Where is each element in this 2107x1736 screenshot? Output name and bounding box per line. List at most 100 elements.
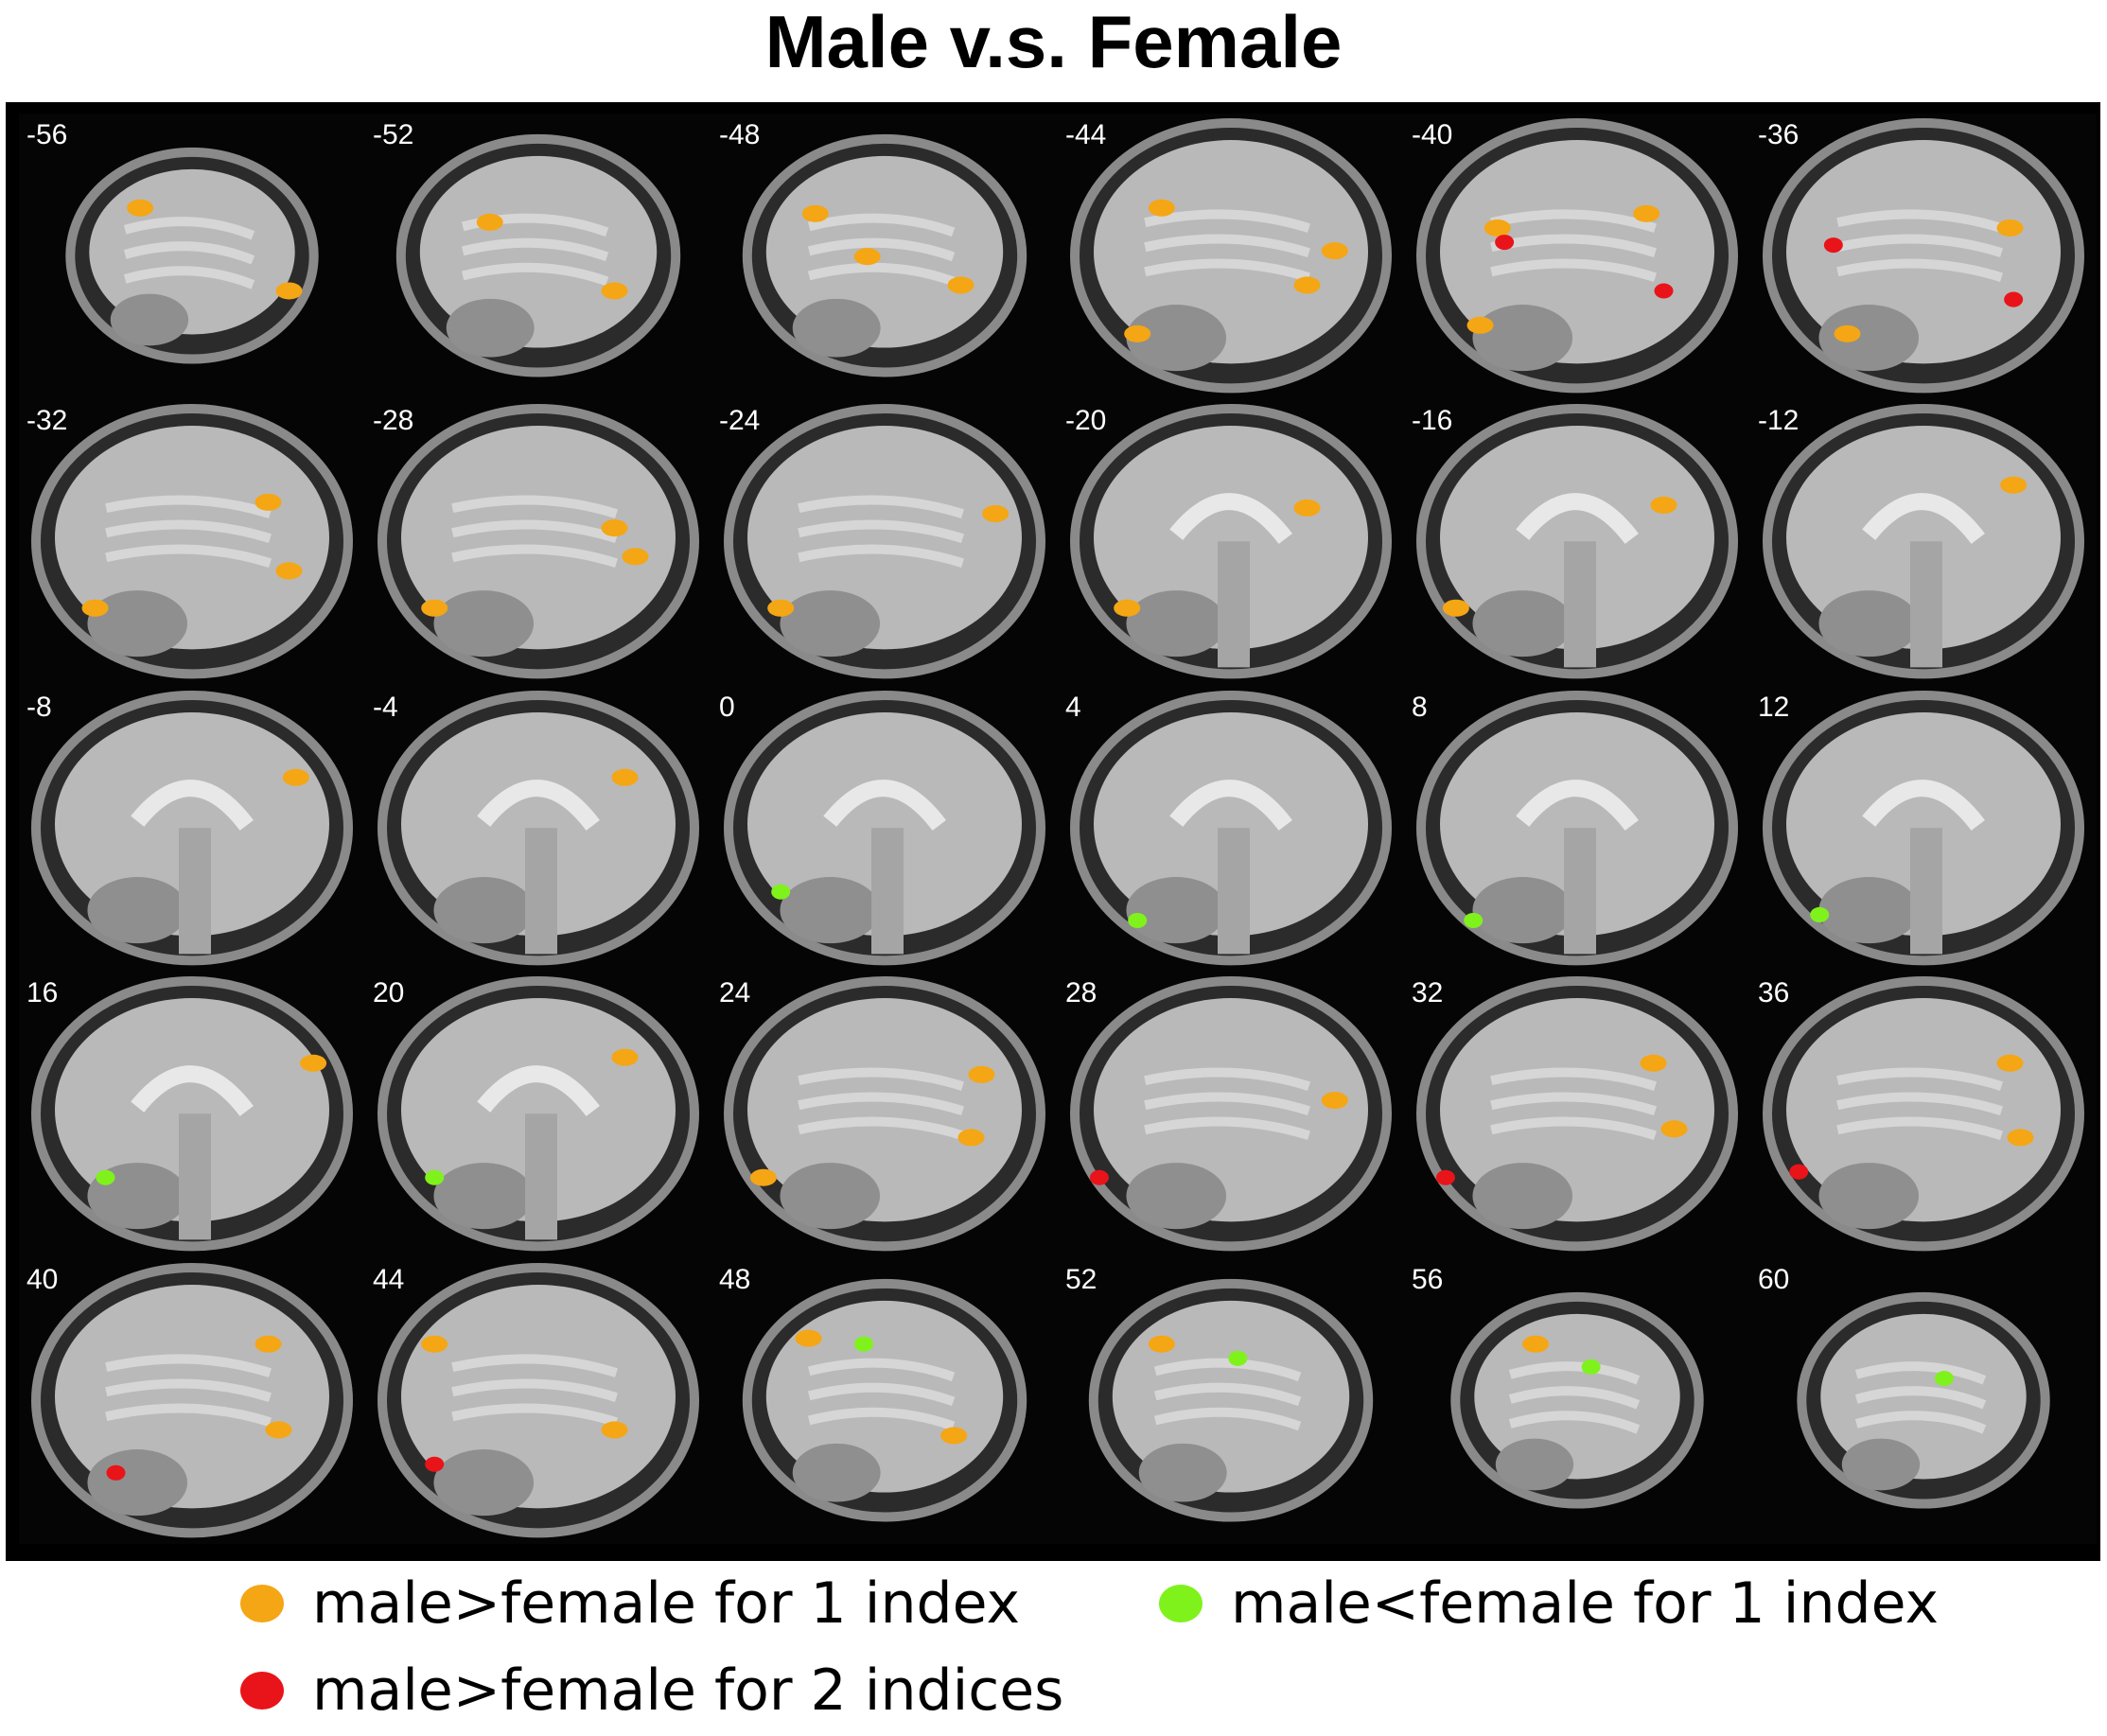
gyrus-fold bbox=[451, 1354, 619, 1377]
gyrus-fold bbox=[105, 544, 272, 569]
figure-title: Male v.s. Female bbox=[764, 0, 1343, 83]
brain-slice: -40 bbox=[1404, 114, 1750, 400]
slice-coordinate-label: 16 bbox=[26, 977, 59, 1009]
activation-blob-orange bbox=[601, 519, 628, 537]
slice-coordinate-label: 60 bbox=[1758, 1263, 1790, 1295]
cerebellum bbox=[433, 1163, 535, 1230]
gyrus-fold bbox=[451, 1403, 619, 1427]
activation-blob-orange bbox=[275, 282, 303, 300]
brain-slice: 28 bbox=[1058, 972, 1404, 1258]
gyrus-fold bbox=[123, 217, 255, 240]
slice-coordinate-label: -20 bbox=[1065, 405, 1107, 437]
activation-blob-orange bbox=[1834, 324, 1861, 342]
gyrus-fold bbox=[105, 1354, 272, 1377]
cerebellum bbox=[87, 590, 188, 658]
legend-item-male-gt-female-2: male>female for 2 indices bbox=[240, 1657, 1063, 1724]
brain-slice: 12 bbox=[1750, 685, 2097, 973]
corpus-callosum bbox=[823, 780, 946, 831]
brainstem bbox=[1564, 541, 1596, 668]
cerebellum bbox=[87, 876, 188, 943]
brain-slice-image bbox=[1416, 976, 1738, 1252]
gyrus-fold bbox=[1854, 1360, 1987, 1385]
slice-coordinate-label: -56 bbox=[26, 119, 68, 150]
gyrus-fold bbox=[451, 544, 619, 569]
cerebellum bbox=[110, 293, 189, 346]
gyrus-fold bbox=[798, 519, 965, 544]
brainstem bbox=[179, 827, 211, 955]
brain-slice: -52 bbox=[365, 114, 711, 400]
activation-blob-orange bbox=[2000, 477, 2028, 495]
brain-slice-image bbox=[1416, 690, 1738, 966]
slice-coordinate-label: -32 bbox=[26, 405, 68, 437]
brain-slice: -16 bbox=[1404, 399, 1750, 686]
corpus-callosum bbox=[131, 780, 254, 831]
brain-slice-image bbox=[395, 133, 681, 377]
gyrus-fold bbox=[798, 1092, 965, 1116]
brain-slice: 52 bbox=[1058, 1257, 1404, 1544]
gyrus-fold bbox=[451, 495, 619, 519]
gyrus-fold bbox=[1153, 1358, 1302, 1381]
corpus-callosum bbox=[1862, 493, 1985, 545]
activation-blob-green bbox=[854, 1336, 874, 1352]
corpus-callosum bbox=[1516, 780, 1639, 831]
brain-slice: -36 bbox=[1750, 114, 2097, 400]
brainstem bbox=[1910, 541, 1942, 668]
brainstem bbox=[1910, 827, 1942, 955]
activation-blob-orange bbox=[265, 1421, 292, 1439]
activation-blob-orange bbox=[611, 768, 639, 786]
activation-blob-orange bbox=[1522, 1335, 1550, 1353]
gyrus-fold bbox=[105, 1403, 272, 1427]
activation-blob-red bbox=[1089, 1169, 1109, 1185]
gyrus-fold bbox=[1854, 1410, 1987, 1434]
slice-grid: -56 -52 -48 -44 -40 -36 -32 -28 -24 -20 -16 -12 -8 -4… bbox=[19, 114, 2097, 1544]
activation-blob-red bbox=[1823, 237, 1843, 254]
brainstem bbox=[1218, 827, 1250, 955]
gyrus-fold bbox=[1490, 1092, 1658, 1116]
brain-slice: -4 bbox=[365, 685, 711, 973]
slice-coordinate-label: 32 bbox=[1412, 977, 1444, 1009]
brain-slice: 24 bbox=[711, 972, 1058, 1258]
cerebellum bbox=[1472, 1163, 1573, 1230]
activation-blob-orange bbox=[601, 1421, 628, 1439]
activation-blob-orange bbox=[1633, 204, 1660, 222]
activation-blob-orange bbox=[1124, 324, 1151, 342]
brain-slice: -28 bbox=[365, 399, 711, 686]
activation-blob-orange bbox=[1466, 316, 1494, 334]
activation-blob-orange bbox=[801, 204, 829, 222]
slice-coordinate-label: 4 bbox=[1065, 691, 1081, 723]
brain-slice-image bbox=[724, 404, 1045, 679]
activation-blob-orange bbox=[127, 199, 154, 217]
brain-slice-image bbox=[378, 976, 699, 1252]
activation-blob-orange bbox=[622, 548, 649, 566]
cerebellum bbox=[792, 298, 881, 358]
brainstem bbox=[525, 1113, 557, 1240]
cerebellum bbox=[780, 590, 881, 658]
gyrus-fold bbox=[1854, 1385, 1987, 1410]
gyrus-fold bbox=[1144, 1116, 1311, 1141]
activation-blob-orange bbox=[1650, 497, 1677, 515]
legend-dot-green bbox=[1159, 1585, 1203, 1622]
brain-slice-image bbox=[31, 404, 353, 679]
cerebellum bbox=[780, 1163, 881, 1230]
gyrus-fold bbox=[798, 544, 965, 569]
slice-coordinate-label: 28 bbox=[1065, 977, 1097, 1009]
cerebellum bbox=[1818, 305, 1920, 372]
brain-slice: 0 bbox=[711, 685, 1058, 973]
activation-blob-red bbox=[1435, 1169, 1455, 1185]
slice-coordinate-label: 52 bbox=[1065, 1263, 1097, 1295]
slice-coordinate-label: -44 bbox=[1065, 119, 1107, 150]
cerebellum bbox=[446, 298, 535, 358]
cerebellum bbox=[1818, 1163, 1920, 1230]
brain-slice: 4 bbox=[1058, 685, 1404, 973]
brain-slice-image bbox=[1070, 404, 1392, 679]
slice-coordinate-label: -24 bbox=[719, 405, 761, 437]
brain-slice-image bbox=[742, 1278, 1027, 1522]
activation-blob-green bbox=[1128, 912, 1148, 928]
activation-blob-orange bbox=[795, 1329, 822, 1347]
activation-blob-green bbox=[771, 884, 791, 900]
gyrus-fold bbox=[1144, 209, 1311, 233]
gyrus-fold bbox=[807, 237, 956, 262]
activation-blob-red bbox=[106, 1464, 126, 1481]
legend-label: male>female for 1 index bbox=[312, 1570, 1020, 1637]
brain-slice-image bbox=[742, 133, 1027, 377]
